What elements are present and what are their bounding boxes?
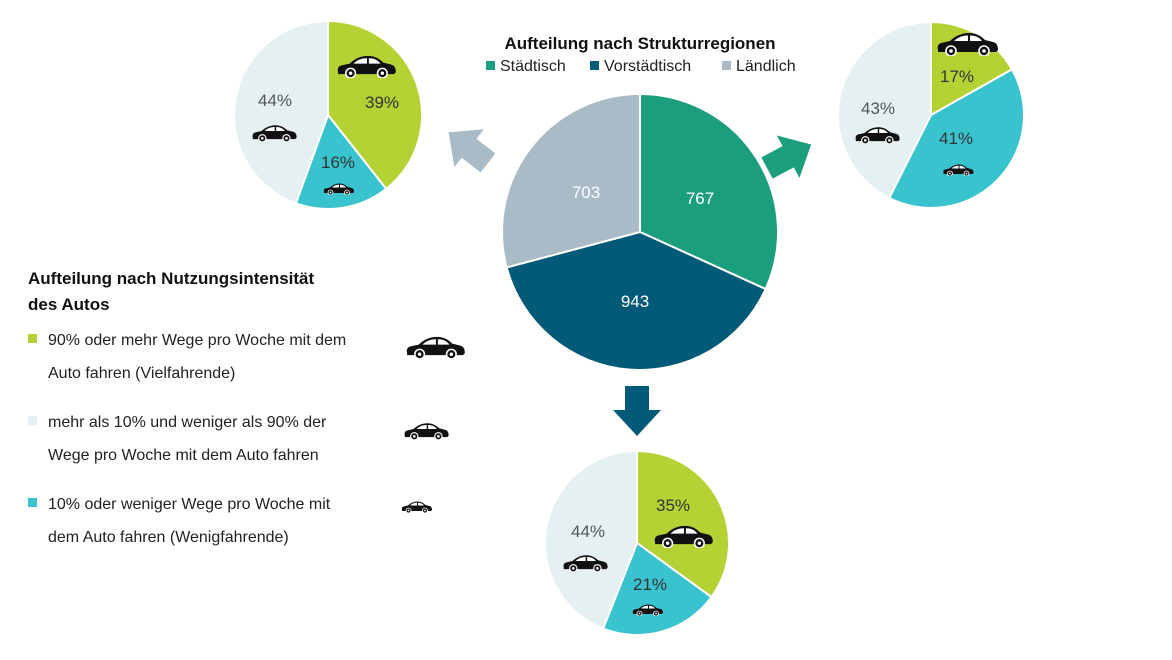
- arrow-icon: [761, 135, 812, 179]
- legend-label-mittel-line1: mehr als 10% und weniger als 90% der: [48, 414, 327, 431]
- intensity-legend-title-line2: des Autos: [28, 295, 110, 314]
- laendlich-value-label: 44%: [258, 91, 292, 110]
- legend-item-wenigfahrende: 10% oder weniger Wege pro Woche mit dem …: [28, 488, 488, 554]
- arrow-icon: [448, 129, 496, 173]
- arrow-to-vorstaedtisch: [613, 386, 661, 436]
- legend-label-mittel-line2: Wege pro Woche mit dem Auto fahren: [48, 447, 319, 464]
- pie-vorstaedtisch: 35% 21% 44%: [544, 449, 730, 636]
- staedtisch-value-label: 17%: [940, 67, 974, 86]
- vorstaedtisch-value-label: 44%: [571, 522, 605, 541]
- vorstaedtisch-value-label: 35%: [656, 496, 690, 515]
- car-large-icon: [405, 336, 466, 359]
- legend-swatch-vielfahrende: [28, 334, 37, 343]
- car-medium-icon: [403, 422, 450, 440]
- staedtisch-value-label: 43%: [861, 99, 895, 118]
- arrow-icon: [613, 386, 661, 436]
- staedtisch-slice-wenigfahrende: [887, 67, 1025, 209]
- vorstaedtisch-slice-mittel: [544, 449, 638, 630]
- staedtisch-value-label: 41%: [939, 129, 973, 148]
- legend-item-mittel: mehr als 10% und weniger als 90% der Weg…: [28, 406, 488, 472]
- arrow-to-staedtisch: [761, 135, 812, 179]
- main-legend: Städtisch Vorstädtisch Ländlich: [486, 58, 796, 75]
- legend-swatch-mittel: [28, 416, 37, 425]
- main-legend-label: Städtisch: [500, 58, 566, 75]
- main-value-label: 703: [572, 183, 600, 202]
- main-legend-swatch: [590, 61, 599, 70]
- car-small-icon: [401, 501, 433, 513]
- main-legend-label: Ländlich: [736, 58, 796, 75]
- main-legend-swatch: [722, 61, 731, 70]
- intensity-legend: Aufteilung nach Nutzungsintensität des A…: [28, 266, 488, 554]
- intensity-legend-title-line1: Aufteilung nach Nutzungsintensität: [28, 269, 315, 288]
- laendlich-value-label: 16%: [321, 153, 355, 172]
- main-chart-title: Aufteilung nach Strukturregionen: [504, 34, 775, 53]
- vorstaedtisch-slice-vielfahrende: [636, 449, 730, 599]
- main-value-label: 943: [621, 292, 649, 311]
- main-slice-vorst-dtisch: [505, 230, 767, 371]
- main-slice-st-dtisch: [639, 92, 779, 291]
- laendlich-slice-wenigfahrende: [294, 112, 388, 210]
- main-legend-label: Vorstädtisch: [604, 58, 691, 75]
- main-slice-l-ndlich: [501, 92, 641, 269]
- main-legend-swatch: [486, 61, 495, 70]
- legend-label-wenigfahrende-line1: 10% oder weniger Wege pro Woche mit: [48, 496, 331, 513]
- pie-main: 767 943 703: [501, 92, 779, 371]
- legend-swatch-wenigfahrende: [28, 498, 37, 507]
- staedtisch-slice-mittel: [837, 20, 932, 200]
- vorstaedtisch-slice-wenigfahrende: [601, 541, 713, 636]
- arrow-to-laendlich: [448, 129, 496, 173]
- pie-laendlich: 39% 16% 44%: [233, 19, 423, 210]
- legend-label-vielfahrende-line2: Auto fahren (Vielfahrende): [48, 365, 236, 382]
- legend-label-wenigfahrende-line2: dem Auto fahren (Wenigfahrende): [48, 529, 289, 546]
- legend-item-vielfahrende: 90% oder mehr Wege pro Woche mit dem Aut…: [28, 324, 488, 390]
- vorstaedtisch-value-label: 21%: [633, 575, 667, 594]
- intensity-legend-title: Aufteilung nach Nutzungsintensität des A…: [28, 266, 488, 318]
- laendlich-slice-mittel: [233, 19, 329, 205]
- pie-staedtisch: 17% 41% 43%: [837, 20, 1025, 209]
- legend-label-vielfahrende-line1: 90% oder mehr Wege pro Woche mit dem: [48, 332, 347, 349]
- main-value-label: 767: [686, 189, 714, 208]
- laendlich-value-label: 39%: [365, 93, 399, 112]
